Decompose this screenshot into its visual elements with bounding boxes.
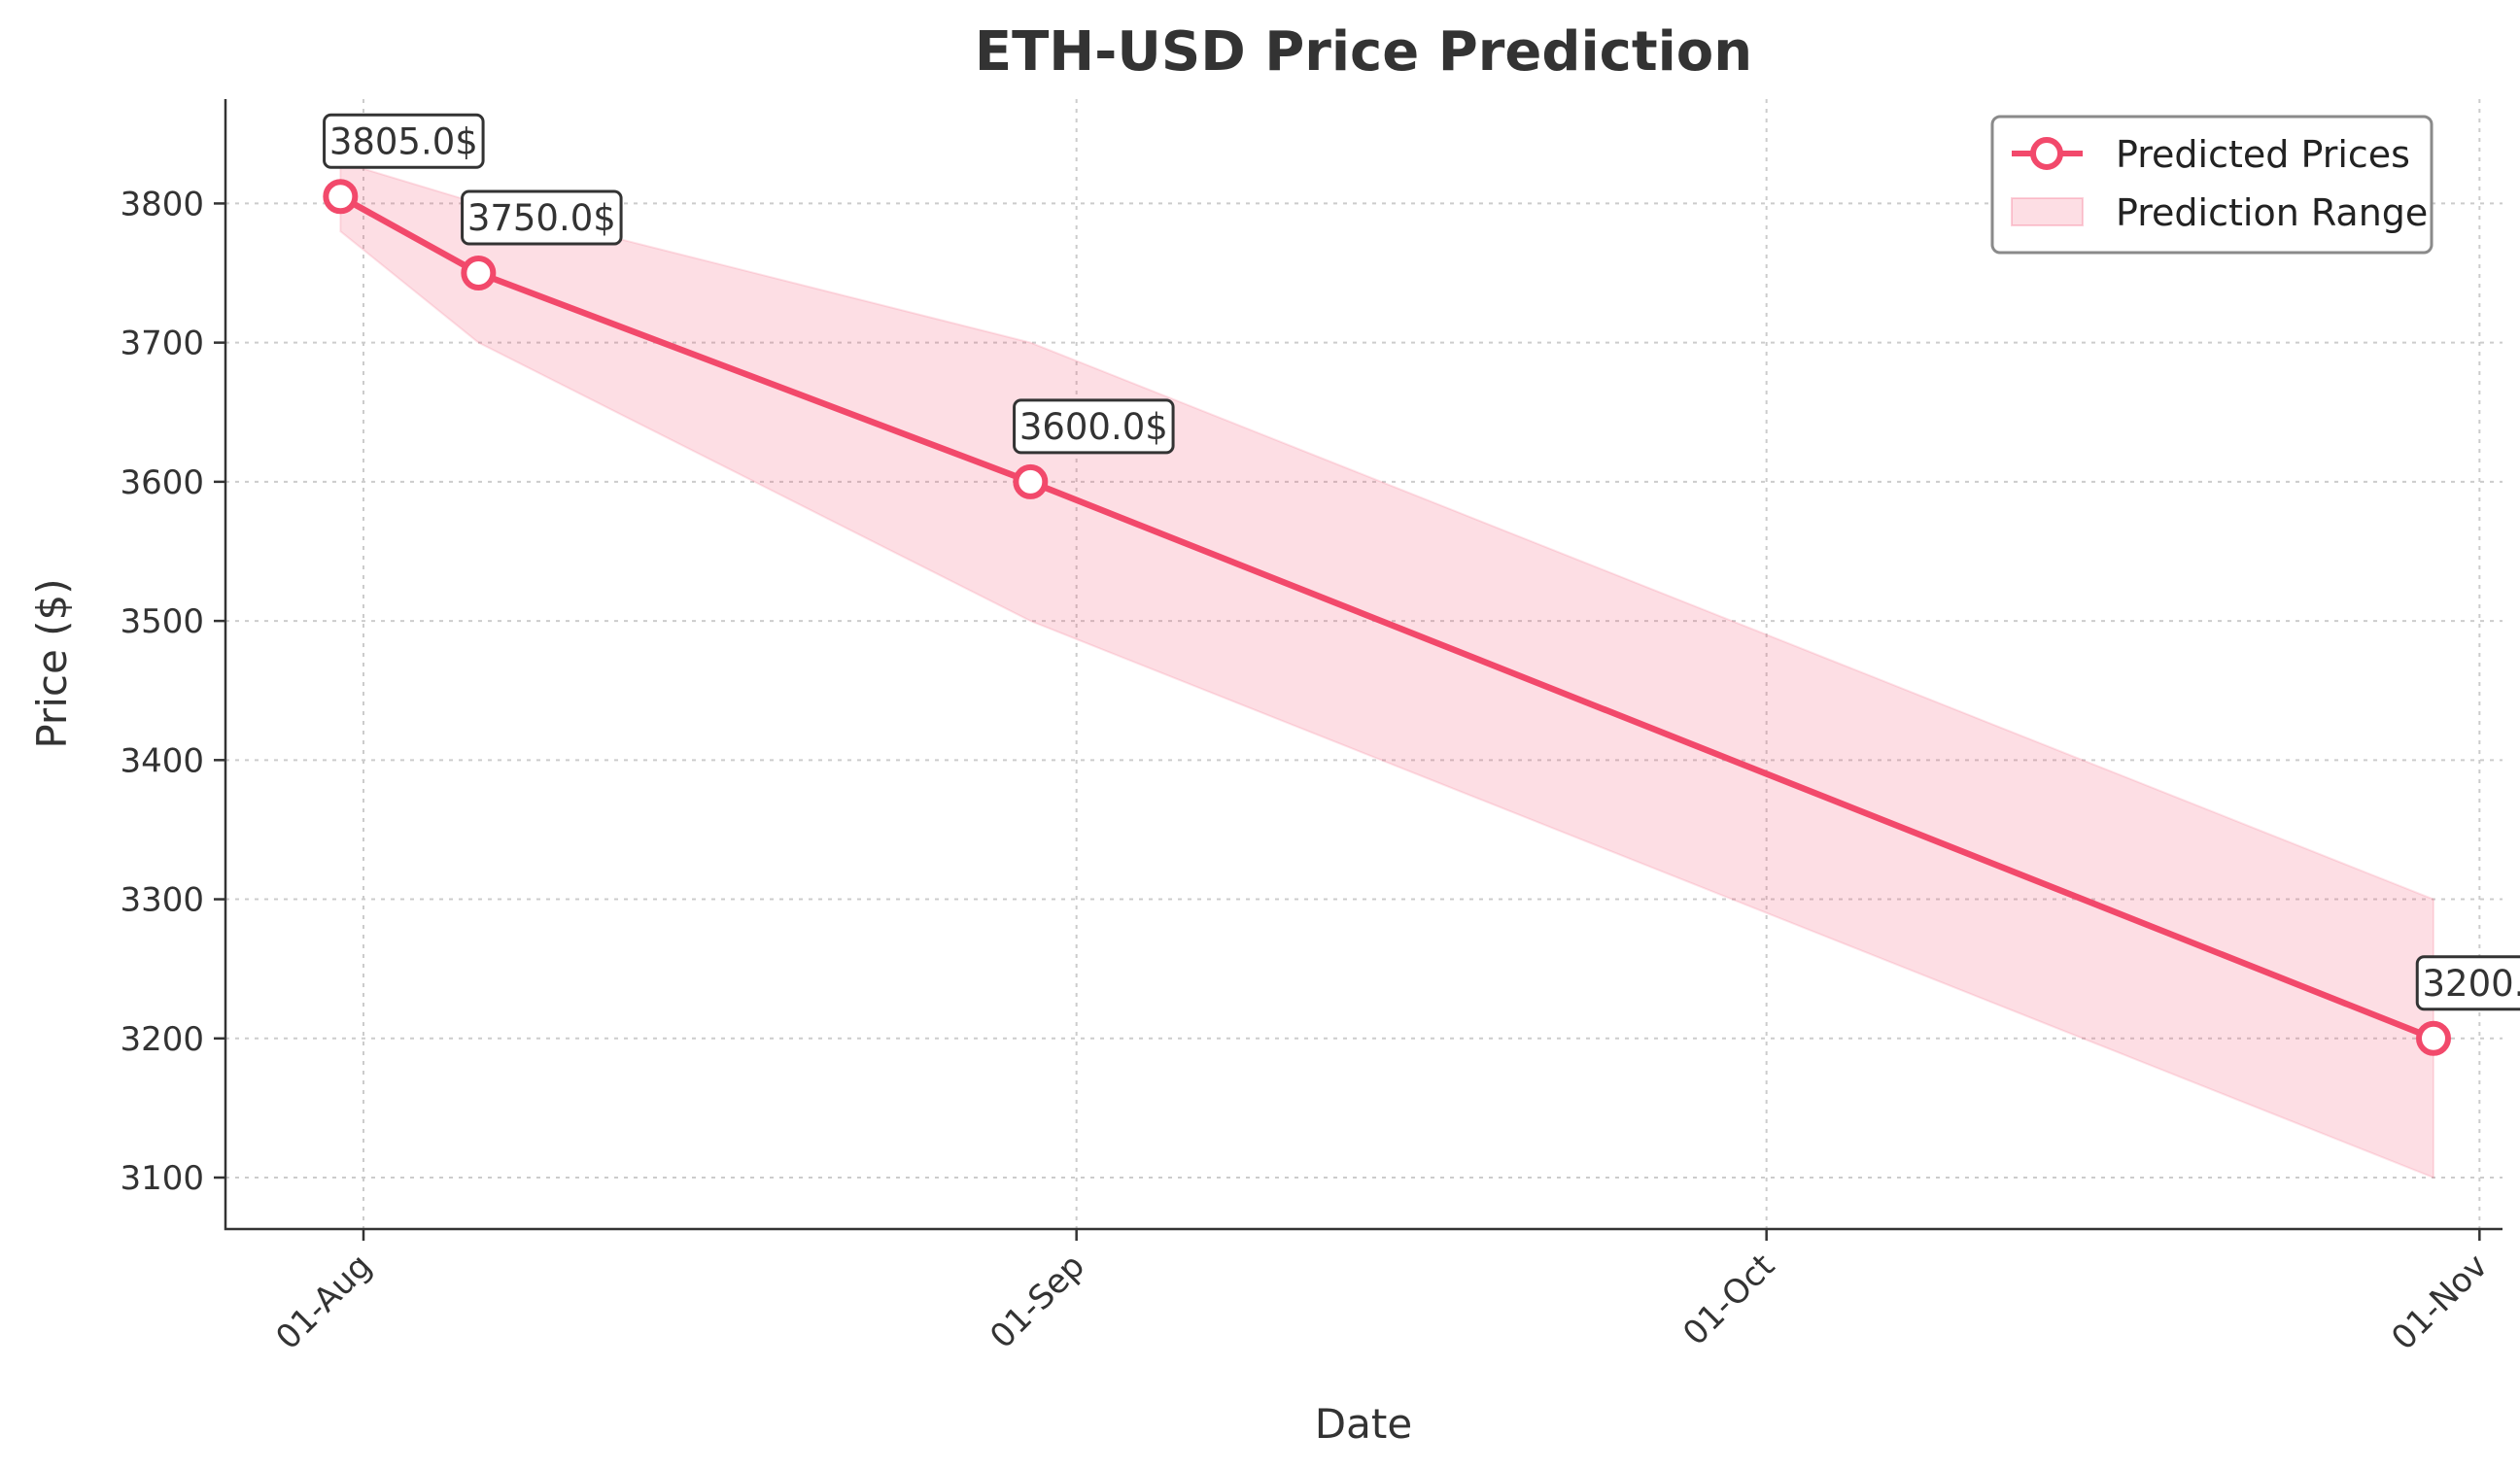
y-tick-label: 3500	[120, 602, 204, 641]
data-label: 3600.0$	[1019, 406, 1168, 448]
data-label-box	[323, 113, 485, 169]
legend-label-predicted: Predicted Prices	[2116, 133, 2410, 176]
legend-range-swatch-icon	[2011, 197, 2084, 226]
axis-spines	[224, 99, 2503, 1231]
y-tick-label: 3400	[120, 741, 204, 780]
x-axis-label: Date	[1315, 1400, 1412, 1448]
y-tick-label: 3100	[120, 1159, 204, 1198]
data-point-marker	[461, 256, 497, 291]
data-label: 3750.0$	[467, 197, 616, 239]
data-label-box	[461, 189, 623, 246]
chart-title: ETH-USD Price Prediction	[975, 20, 1752, 84]
data-label: 3805.0$	[329, 120, 478, 162]
data-label-box	[1013, 398, 1175, 455]
legend: Predicted Prices Prediction Range	[1990, 115, 2434, 255]
y-tick-label: 3600	[120, 463, 204, 502]
legend-label-range: Prediction Range	[2116, 191, 2428, 234]
predicted-prices-line	[338, 193, 2435, 1042]
data-label-box	[2415, 955, 2520, 1011]
data-label: 3200.0$	[2422, 963, 2520, 1005]
legend-box	[1990, 115, 2434, 255]
y-tick-label: 3700	[120, 325, 204, 363]
data-point-marker	[2416, 1020, 2451, 1056]
data-point-marker	[323, 179, 359, 215]
y-tick-label: 3300	[120, 881, 204, 920]
predicted-prices-series	[323, 179, 2451, 1056]
data-labels: 3805.0$ 3750.0$ 3600.0$ 3200.0$	[323, 113, 2520, 1011]
data-point-marker	[1013, 463, 1049, 499]
y-tick-label: 3800	[120, 185, 204, 223]
y-axis-label: Price ($)	[28, 578, 76, 748]
y-tick-label: 3200	[120, 1020, 204, 1059]
legend-marker-icon	[2030, 137, 2063, 170]
